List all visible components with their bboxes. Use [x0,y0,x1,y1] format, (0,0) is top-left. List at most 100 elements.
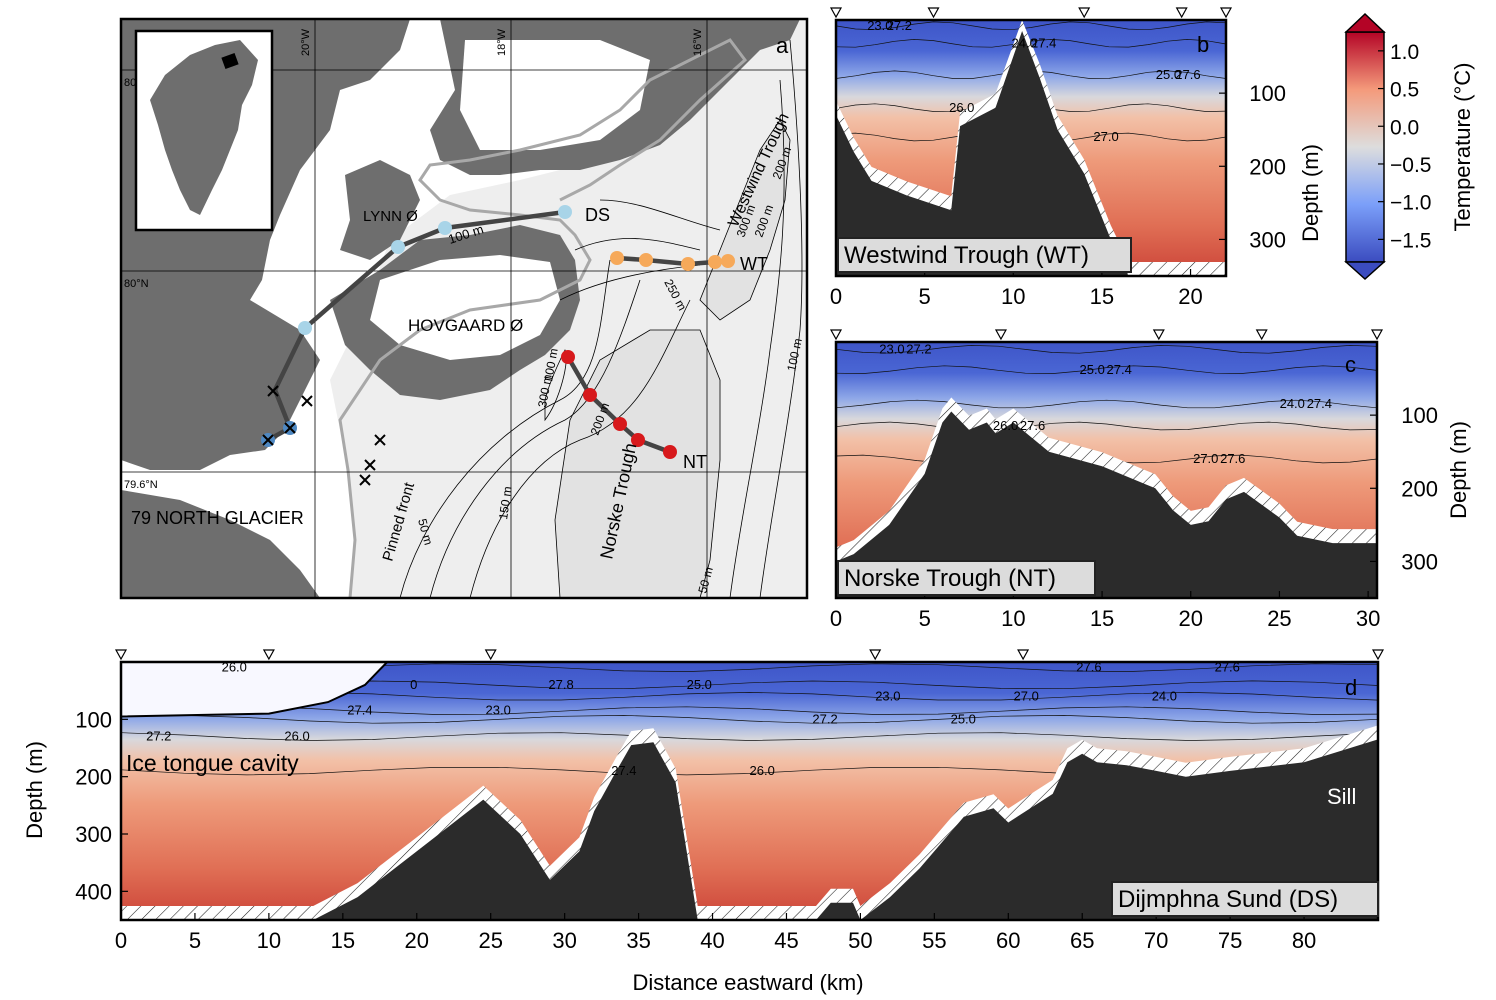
panel-b-title-box [837,237,1132,273]
wt-station [639,253,653,267]
x-tick-label: 15 [1090,284,1114,309]
contour-label: 150 m [496,485,515,520]
map-westwind-trough [699,119,791,321]
ds-station [438,221,452,235]
x-tick-label: 15 [331,928,355,953]
isopycnal-line [120,732,1379,741]
isopycnal-line [835,345,1378,354]
isopycnal-label: 27.2 [146,729,171,744]
colorbar-title: Temperature (°C) [1450,63,1475,232]
y-tick-label: 100 [1401,403,1438,428]
bathymetry-c [836,411,1377,598]
isopycnal-label: 26.0 [949,100,974,115]
station-marker [869,649,882,661]
isopycnal-label: 27.4 [611,763,636,778]
isopycnal-label: 27.4 [1031,35,1056,50]
nt-station [613,417,627,431]
isopycnal-label: 27.2 [887,18,912,33]
bathymetry-b [836,31,1226,276]
x-tick-label: 55 [922,928,946,953]
y-tick-label: 200 [75,765,112,790]
panel-b-ylabel: Depth (m) [1298,144,1323,242]
panel-c-title: Norske Trough (NT) [844,565,1056,592]
isopycnal-label: 0 [410,677,417,692]
lat-label-79-6n: 79.6°N [124,479,158,491]
isopycnal-label: 27.0 [1014,688,1039,703]
x-tick-label: 10 [257,928,281,953]
colorbar-ticks: 1.0 0.5 0.0 −0.5 −1.0 −1.5 [1378,41,1431,252]
isopycnal-label: 27.4 [1107,362,1132,377]
station-marker [1255,329,1268,341]
nt-station [583,388,597,402]
isopycnal-label: 27.2 [906,341,931,356]
x-tick-label: 15 [1090,606,1114,631]
panel-b-letter: b [1197,32,1209,57]
x-tick-label: 70 [1144,928,1168,953]
x-tick-label: 0 [830,606,842,631]
y-tick-label: 300 [75,822,112,847]
isopycnal-label: 26.0 [284,729,309,744]
colorbar-max-extend [1344,12,1386,33]
station-marker [1017,649,1030,661]
map-land-lynn [340,160,420,260]
frame-c [834,340,1379,600]
station-marker [994,329,1007,341]
map-cross-markers [262,385,386,486]
x-tick-label: 30 [552,928,576,953]
panel-c-ylabel: Depth (m) [1446,421,1471,519]
station-marker [927,7,940,19]
station-marker [1371,649,1385,661]
isopycnal-label: 24.0 [1152,688,1177,703]
sill-label: Sill [1327,784,1356,809]
y-tick-label: 200 [1401,476,1438,501]
isopycnal-line [835,421,1378,431]
x-tick-label: 0 [830,284,842,309]
station-marker [1219,7,1233,19]
station-marker [1152,329,1165,341]
x-tick-label: 60 [996,928,1020,953]
map-ice-edge [338,38,748,598]
x-tick-label: 80 [1292,928,1316,953]
panel-d-title: Dijmphna Sund (DS) [1118,886,1338,913]
station-marker [1175,7,1188,19]
isopycnal-label: 23.0 [879,341,904,356]
panel-c-letter: c [1345,352,1356,377]
panel-d-letter: d [1345,675,1357,700]
isopycnal-label: 27.4 [347,703,372,718]
isopycnal-label: 27.0 [1193,451,1218,466]
colorbar-bar [1345,31,1385,263]
x-tick-label: 50 [848,928,872,953]
x-tick-label: 65 [1070,928,1094,953]
wt-station [721,254,735,268]
lat-label-80n: 80°N [124,278,149,290]
x-tick-label: 40 [700,928,724,953]
contour-label: 50 m [695,565,715,594]
contour-label: 300 m [535,373,555,408]
contour-label: 50 m [415,517,435,546]
colorbar-tick-label: 0.5 [1390,79,1419,102]
colorbar-tick-label: 1.0 [1390,41,1419,64]
transect-label-nt: NT [683,452,707,472]
x-tick-label: 35 [626,928,650,953]
y-tick-label: 300 [1249,227,1286,252]
isopycnal-label: 26.0 [993,418,1018,433]
inset-location-marker [221,52,239,70]
x-tick-label: 45 [774,928,798,953]
isopycnal-label: 23.0 [867,18,892,33]
colorbar-min-extend [1344,261,1386,281]
x-tick-label: 30 [1356,606,1380,631]
isopycnal-label: 27.0 [1093,129,1118,144]
ds-station [391,240,405,254]
x-tick-label: 5 [919,284,931,309]
isopycnal-label: 27.6 [1215,660,1240,675]
isopycnal-label: 25.0 [1156,67,1181,82]
y-tick-label: 200 [1249,154,1286,179]
transect-label-wt: WT [740,254,768,274]
isopycnal-label: 25.0 [951,711,976,726]
frame-d [119,660,1380,922]
y-tick-label: 300 [1401,549,1438,574]
isopycnal-line [835,365,1378,374]
panel-d-xlabel: Distance eastward (km) [632,970,863,995]
station-marker [829,7,843,19]
